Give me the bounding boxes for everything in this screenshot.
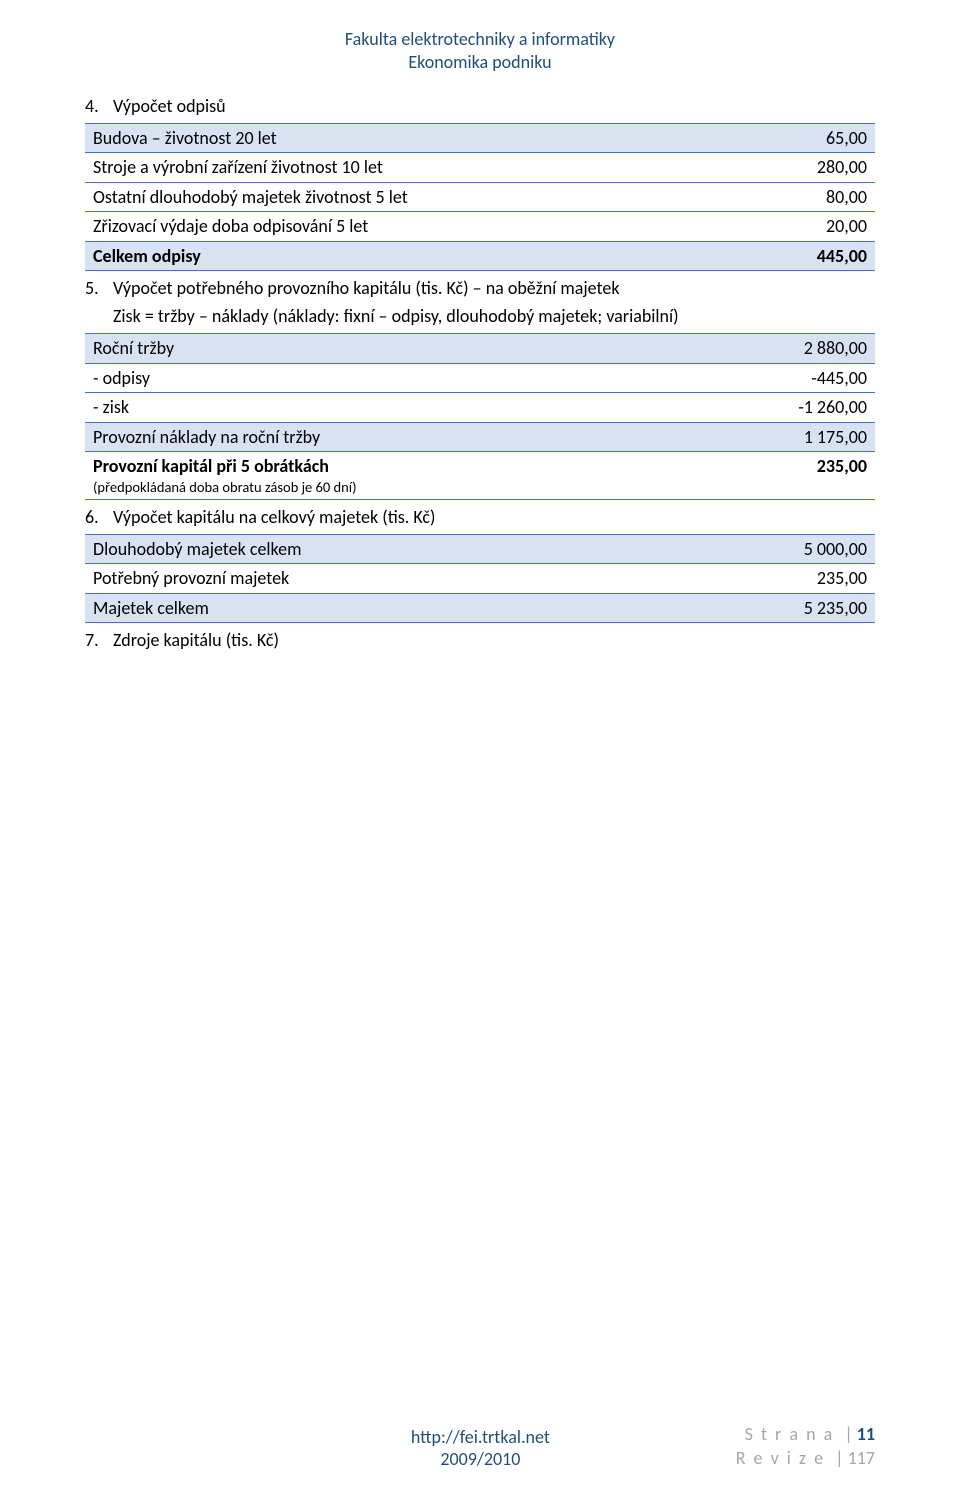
- section-4-text: Výpočet odpisů: [113, 95, 875, 117]
- table-row: - zisk-1 260,00: [85, 393, 875, 423]
- page-footer: http://fei.trtkal.net 2009/2010 S t r a …: [85, 1423, 875, 1470]
- footer-center: http://fei.trtkal.net 2009/2010: [225, 1426, 736, 1470]
- table-row: Celkem odpisy445,00: [85, 241, 875, 271]
- footer-page-num: 11: [857, 1423, 875, 1445]
- table-row: Budova – životnost 20 let65,00: [85, 123, 875, 153]
- table-row: Potřebný provozní majetek235,00: [85, 564, 875, 594]
- row-label-text: Provozní kapitál při 5 obrátkách: [93, 455, 707, 478]
- section-7-title: 7. Zdroje kapitálu (tis. Kč): [85, 629, 875, 651]
- row-label: - zisk: [85, 393, 715, 423]
- row-label: Provozní kapitál při 5 obrátkách(předpok…: [85, 452, 715, 500]
- row-label: Provozní náklady na roční tržby: [85, 422, 715, 452]
- section-7-num: 7.: [85, 629, 113, 651]
- table-row: Roční tržby2 880,00: [85, 334, 875, 364]
- row-value: 235,00: [715, 564, 875, 594]
- row-value: 5 235,00: [715, 593, 875, 623]
- row-value: 280,00: [715, 153, 875, 183]
- row-value: 65,00: [715, 123, 875, 153]
- section-5-num: 5.: [85, 277, 113, 299]
- row-label: Stroje a výrobní zařízení životnost 10 l…: [85, 153, 715, 183]
- section-5-formula: Zisk = tržby – náklady (náklady: fixní –…: [113, 305, 875, 327]
- footer-rev-label: R e v i z e: [736, 1447, 825, 1469]
- footer-right: S t r a n a | 11 R e v i z e | 117: [736, 1423, 875, 1470]
- footer-page: S t r a n a | 11: [736, 1423, 875, 1446]
- row-value: -1 260,00: [715, 393, 875, 423]
- table-row: Zřizovací výdaje doba odpisování 5 let20…: [85, 212, 875, 242]
- footer-revision: R e v i z e | 117: [736, 1447, 875, 1470]
- row-label: Celkem odpisy: [85, 241, 715, 271]
- section-7-text: Zdroje kapitálu (tis. Kč): [113, 629, 875, 651]
- table-row: Provozní kapitál při 5 obrátkách(předpok…: [85, 452, 875, 500]
- footer-year: 2009/2010: [225, 1448, 736, 1470]
- row-label: Roční tržby: [85, 334, 715, 364]
- row-label: Zřizovací výdaje doba odpisování 5 let: [85, 212, 715, 242]
- row-value: 5 000,00: [715, 534, 875, 564]
- row-label: Budova – životnost 20 let: [85, 123, 715, 153]
- table-celkovy-majetek: Dlouhodobý majetek celkem5 000,00Potřebn…: [85, 534, 875, 624]
- row-value: 1 175,00: [715, 422, 875, 452]
- table-row: Stroje a výrobní zařízení životnost 10 l…: [85, 153, 875, 183]
- row-value: 235,00: [715, 452, 875, 500]
- footer-url: http://fei.trtkal.net: [225, 1426, 736, 1448]
- footer-page-label: S t r a n a: [745, 1423, 835, 1445]
- section-4-num: 4.: [85, 95, 113, 117]
- table-row: - odpisy-445,00: [85, 363, 875, 393]
- row-value: -445,00: [715, 363, 875, 393]
- table-row: Provozní náklady na roční tržby1 175,00: [85, 422, 875, 452]
- row-label: Potřebný provozní majetek: [85, 564, 715, 594]
- row-label: - odpisy: [85, 363, 715, 393]
- section-6-title: 6. Výpočet kapitálu na celkový majetek (…: [85, 506, 875, 528]
- row-value: 445,00: [715, 241, 875, 271]
- table-row: Ostatní dlouhodobý majetek životnost 5 l…: [85, 182, 875, 212]
- row-label: Ostatní dlouhodobý majetek životnost 5 l…: [85, 182, 715, 212]
- header-line-1: Fakulta elektrotechniky a informatiky: [85, 28, 875, 51]
- page-content: Fakulta elektrotechniky a informatiky Ek…: [0, 0, 960, 651]
- header-line-2: Ekonomika podniku: [85, 51, 875, 74]
- row-value: 2 880,00: [715, 334, 875, 364]
- table-row: Majetek celkem5 235,00: [85, 593, 875, 623]
- section-6-num: 6.: [85, 506, 113, 528]
- section-5-title: 5. Výpočet potřebného provozního kapitál…: [85, 277, 875, 299]
- table-row: Dlouhodobý majetek celkem5 000,00: [85, 534, 875, 564]
- table-provozni-kapital: Roční tržby2 880,00- odpisy-445,00- zisk…: [85, 333, 875, 500]
- page-header: Fakulta elektrotechniky a informatiky Ek…: [85, 28, 875, 75]
- row-value: 20,00: [715, 212, 875, 242]
- row-label: Dlouhodobý majetek celkem: [85, 534, 715, 564]
- section-5-text: Výpočet potřebného provozního kapitálu (…: [113, 277, 875, 299]
- footer-rev-num: 117: [848, 1447, 875, 1469]
- row-value: 80,00: [715, 182, 875, 212]
- row-note: (předpokládaná doba obratu zásob je 60 d…: [93, 478, 707, 496]
- table-odpisy: Budova – životnost 20 let65,00Stroje a v…: [85, 123, 875, 272]
- section-4-title: 4. Výpočet odpisů: [85, 95, 875, 117]
- section-6-text: Výpočet kapitálu na celkový majetek (tis…: [113, 506, 875, 528]
- row-label: Majetek celkem: [85, 593, 715, 623]
